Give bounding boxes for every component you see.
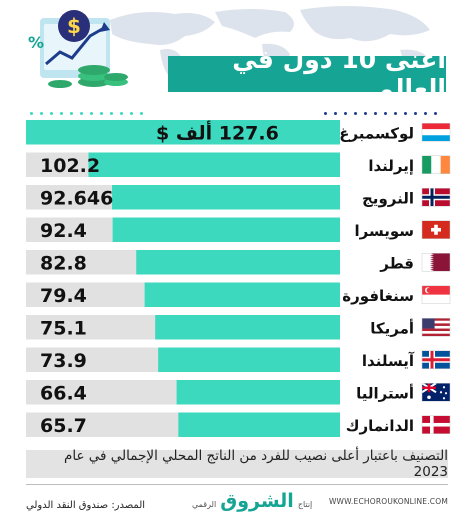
table-row: 73.9 آيسلندا [26,347,451,372]
qatar-flag-icon [421,253,451,272]
bar [26,120,340,145]
table-row: 127.6 ألف $ لوكسمبرغ [26,120,451,145]
table-row: 92.646 النرويج [26,185,451,210]
decorative-dots-right [324,100,444,115]
brand-block: إنتاج الشروق الرقمي [192,490,312,512]
gdp-bar-chart: 127.6 ألف $ لوكسمبرغ 102.2 إيرلندا 92.646 الن… [26,120,451,437]
brand-subtitle: الرقمي [192,500,217,509]
chart-footnote: التصنيف باعتبار أعلى نصيب للفرد من النات… [26,448,448,480]
table-row: 92.4 سويسرا [26,217,451,242]
dollar-sign: $ [67,14,81,38]
website-link[interactable]: WWW.ECHOROUKONLINE.COM [328,497,448,506]
data-label: 73.9 [40,350,87,372]
footer-divider [26,484,448,485]
bar [144,282,340,307]
usa-flag-icon [421,318,451,337]
tick-label: سنغافورة [342,287,414,305]
luxembourg-flag-icon [421,123,451,142]
data-label: 92.4 [40,220,87,242]
tick-label: الدانمارك [346,417,414,435]
tick-label: آيسلندا [362,352,415,370]
table-row: 65.7 الدانمارك [26,412,451,437]
singapore-flag-icon [421,285,451,304]
tick-label: قطر [379,254,414,272]
tick-label: أمريكا [370,318,414,337]
tick-label: أستراليا [356,383,414,402]
data-label: 65.7 [40,415,87,437]
denmark-flag-icon [421,415,451,434]
data-label: 66.4 [40,382,87,404]
data-label: 127.6 ألف $ [156,120,279,144]
money-growth-icon: $ % [28,10,128,88]
australia-flag-icon [421,382,451,402]
source-text: المصدر: صندوق النقد الدولي [26,500,146,511]
norway-flag-icon [421,188,451,207]
page-title: أغنى 10 دول في العالم [168,45,446,103]
production-label: إنتاج [297,500,313,509]
percent-sign: % [28,33,44,52]
tick-label: لوكسمبرغ [339,124,414,142]
bar [136,250,340,275]
table-row: 66.4 أستراليا [26,380,451,405]
table-row: 102.2 إيرلندا [26,152,451,177]
switzerland-flag-icon [421,220,451,239]
table-row: 82.8 قطر [26,250,451,275]
bar [112,185,341,210]
table-row: 79.4 سنغافورة [26,282,451,307]
bar [178,412,340,437]
table-row: 75.1 أمريكا [26,315,451,340]
bar [158,347,340,372]
brand-logo: الشروق [220,490,294,512]
data-label: 102.2 [40,155,100,177]
tick-label: سويسرا [354,222,414,240]
bar [155,315,340,340]
data-label: 82.8 [40,252,87,274]
ireland-flag-icon [421,155,451,174]
iceland-flag-icon [421,350,451,369]
data-label: 79.4 [40,285,87,307]
data-label: 75.1 [40,317,87,339]
bar [176,380,340,405]
tick-label: إيرلندا [368,157,414,175]
bar [112,217,340,242]
tick-label: النرويج [362,189,414,207]
bar [88,152,340,177]
data-label: 92.646 [40,187,113,209]
decorative-dots-left [30,100,150,115]
